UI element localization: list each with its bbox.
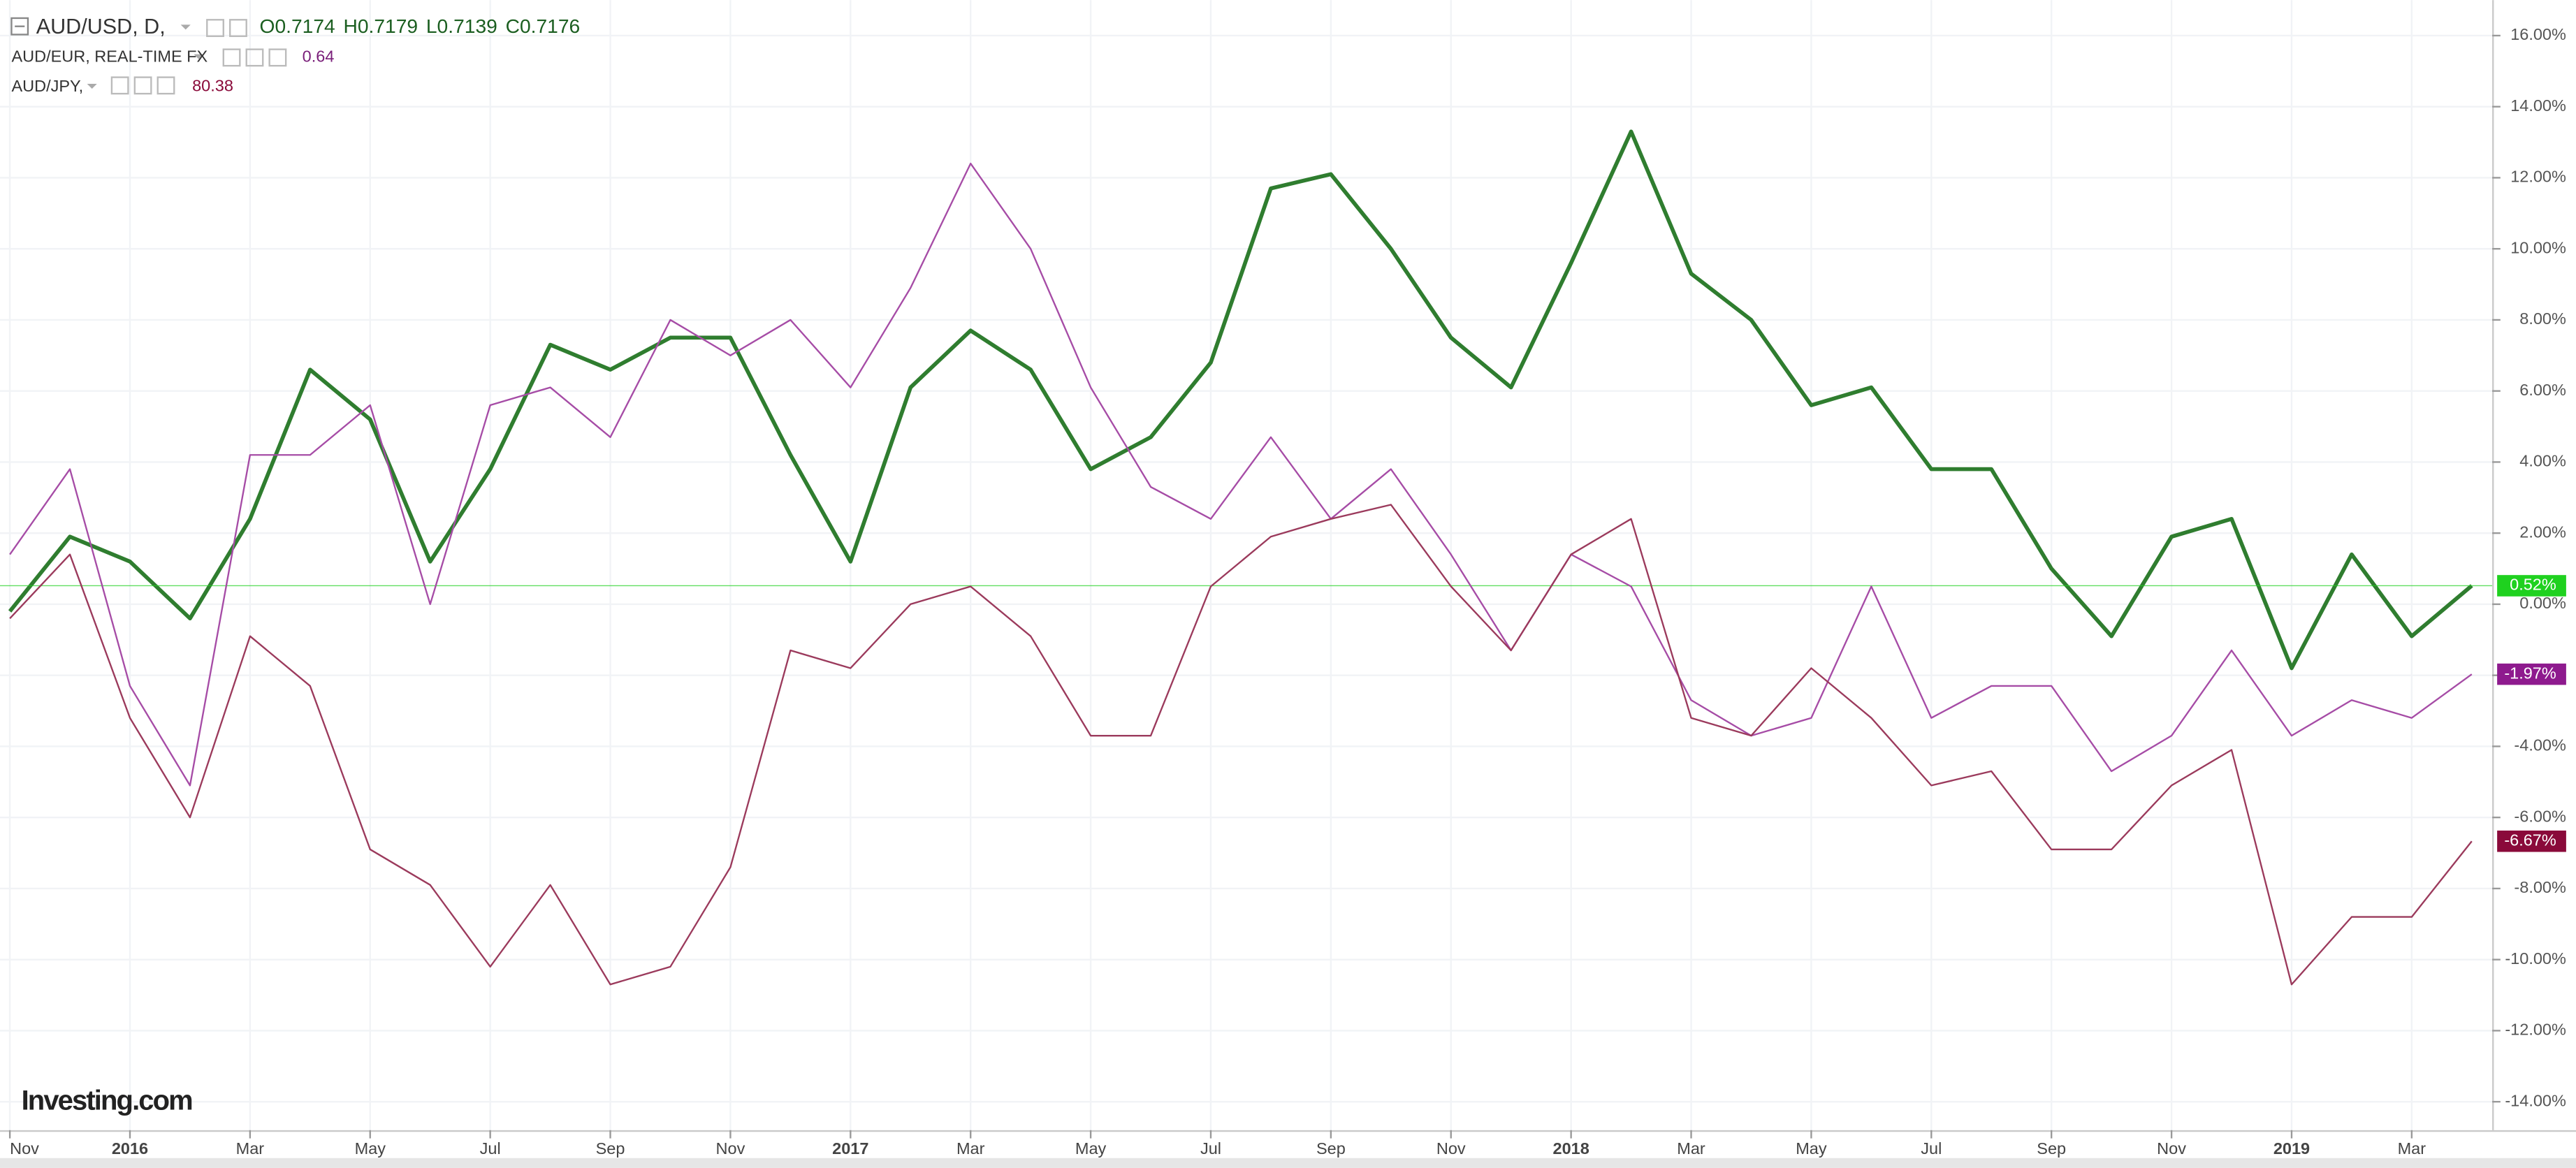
- y-tick-label: 4.00%: [2519, 452, 2566, 470]
- legend-symbol: AUD/JPY,: [11, 77, 83, 95]
- series-line: [9, 504, 2473, 986]
- y-tick-label: -8.00%: [2514, 878, 2566, 896]
- x-tick-label: Nov: [10, 1139, 39, 1158]
- settings-icon[interactable]: [133, 76, 152, 95]
- x-tick-label: Jul: [1200, 1139, 1221, 1158]
- price-badge: [2497, 830, 2566, 852]
- collapse-button[interactable]: [10, 17, 29, 36]
- x-tick-label: Nov: [2157, 1139, 2186, 1158]
- x-tick-label: Nov: [716, 1139, 745, 1158]
- quote-value: C0.7176: [506, 15, 581, 38]
- settings-icon[interactable]: [245, 48, 264, 67]
- x-tick-label: 2017: [832, 1139, 868, 1158]
- x-tick-label: Mar: [2398, 1139, 2426, 1158]
- x-tick-label: Mar: [956, 1139, 985, 1158]
- legend-quote: 80.38: [192, 77, 233, 95]
- x-tick-label: 2019: [2273, 1139, 2310, 1158]
- x-tick-label: May: [355, 1139, 386, 1158]
- y-tick-label: -4.00%: [2514, 736, 2566, 754]
- y-tick-label: 16.00%: [2510, 25, 2566, 43]
- y-tick-label: 0.00%: [2519, 594, 2566, 612]
- scrollbar: [0, 1158, 2576, 1168]
- x-tick-label: Nov: [1436, 1139, 1466, 1158]
- price-badge: [2497, 663, 2566, 685]
- price-badge-label: -1.97%: [2504, 664, 2556, 682]
- y-tick-label: -14.00%: [2505, 1091, 2566, 1109]
- price-badge-label: 0.52%: [2510, 576, 2556, 594]
- y-tick-label: -10.00%: [2505, 949, 2566, 968]
- x-tick-label: Mar: [1677, 1139, 1705, 1158]
- legend-quote: O0.7174 H0.7179 L0.7139 C0.7176: [260, 15, 581, 38]
- y-tick-label: 2.00%: [2519, 523, 2566, 541]
- dropdown-arrow[interactable]: [194, 54, 204, 59]
- quote-value: 80.38: [192, 77, 233, 95]
- settings-icon[interactable]: [157, 76, 175, 95]
- x-tick-label: 2018: [1553, 1139, 1589, 1158]
- settings-icon[interactable]: [110, 76, 129, 95]
- y-tick-label: 8.00%: [2519, 309, 2566, 328]
- grid: [0, 0, 2493, 1130]
- settings-icon[interactable]: [222, 48, 241, 67]
- series-line: [9, 162, 2473, 787]
- x-tick-label: 2016: [112, 1139, 148, 1158]
- x-tick-label: Sep: [2037, 1139, 2066, 1158]
- dropdown-arrow[interactable]: [180, 24, 191, 30]
- legend-symbol: AUD/EUR, REAL-TIME FX: [11, 48, 208, 66]
- y-tick-label: -12.00%: [2505, 1021, 2566, 1039]
- logo: Investing.com: [22, 1085, 193, 1116]
- x-tick-label: Mar: [236, 1139, 265, 1158]
- series-line: [8, 129, 2473, 671]
- quote-value: L0.7139: [426, 15, 497, 38]
- series-lines: [0, 129, 2493, 986]
- quote-value: 0.64: [303, 48, 335, 66]
- x-tick-label: May: [1796, 1139, 1827, 1158]
- x-tick-label: May: [1075, 1139, 1107, 1158]
- price-badge-label: -6.67%: [2504, 831, 2556, 849]
- dropdown-arrow[interactable]: [87, 83, 97, 89]
- x-tick-label: Jul: [1921, 1139, 1942, 1158]
- price-badge: [2497, 575, 2566, 597]
- legend-icons[interactable]: [87, 19, 287, 95]
- y-tick-label: 10.00%: [2510, 238, 2566, 256]
- settings-icon[interactable]: [229, 19, 247, 37]
- y-tick-label: 12.00%: [2510, 168, 2566, 186]
- settings-icon[interactable]: [268, 48, 287, 67]
- legend: AUD/USD, D, O0.7174 H0.7179 L0.7139 C0.7176…: [10, 15, 581, 95]
- quote-value: H0.7179: [343, 15, 418, 38]
- legend-symbol: AUD/USD, D,: [36, 15, 166, 38]
- settings-icon[interactable]: [206, 19, 224, 37]
- y-tick-label: 6.00%: [2519, 381, 2566, 399]
- x-tick-label: Sep: [1316, 1139, 1346, 1158]
- y-tick-label: 14.00%: [2510, 96, 2566, 115]
- axes: -14.00% -12.00% -10.00% -8.00% -6.00% -4.00% -…: [8, 25, 2566, 1158]
- legend-quote: 0.64: [303, 48, 335, 66]
- x-tick-label: Sep: [596, 1139, 625, 1158]
- quote-value: O0.7174: [260, 15, 335, 38]
- price-badges: 0.52% -1.97% -6.67%: [2497, 575, 2566, 852]
- x-tick-label: Jul: [480, 1139, 501, 1158]
- y-tick-label: -6.00%: [2514, 807, 2566, 825]
